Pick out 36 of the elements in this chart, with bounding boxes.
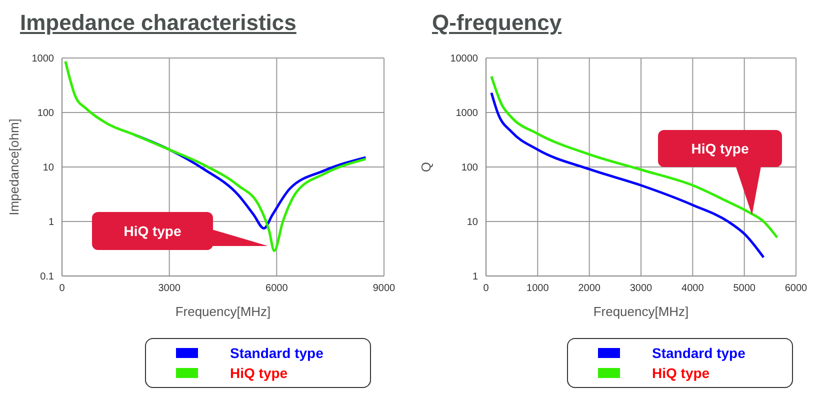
y-tick-label: 10 xyxy=(42,162,54,174)
y-axis-title: Impedance[ohm] xyxy=(6,118,22,216)
legend-label: Standard type xyxy=(652,345,746,361)
chart-title: Impedance characteristics xyxy=(20,10,296,36)
x-tick-label: 9000 xyxy=(372,283,396,294)
y-tick-label: 10000 xyxy=(450,54,478,65)
y-tick-label: 10 xyxy=(466,217,478,228)
y-tick-label: 0.1 xyxy=(40,272,54,283)
y-tick-label: 1 xyxy=(48,217,54,228)
x-axis-title: Frequency[MHz] xyxy=(175,304,271,319)
x-tick-label: 3000 xyxy=(158,283,181,294)
x-tick-label: 5000 xyxy=(733,283,756,294)
x-tick-label: 6000 xyxy=(784,283,808,294)
y-tick-label: 1000 xyxy=(32,54,54,65)
y-tick-label: 100 xyxy=(37,108,54,120)
x-tick-label: 1000 xyxy=(526,283,550,294)
x-tick-label: 0 xyxy=(483,283,490,294)
y-axis-title: Q xyxy=(418,162,434,172)
y-tick-label: 1000 xyxy=(456,108,478,120)
x-tick-label: 6000 xyxy=(266,283,288,294)
x-axis-title: Frequency[MHz] xyxy=(593,304,689,319)
legend-label: HiQ type xyxy=(652,365,710,381)
legend-label: Standard type xyxy=(230,345,324,361)
y-tick-label: 1 xyxy=(472,272,478,283)
x-tick-label: 3000 xyxy=(630,283,653,294)
x-tick-label: 2000 xyxy=(578,283,601,294)
annotation: HiQ type xyxy=(124,223,182,239)
x-tick-label: 4000 xyxy=(682,283,704,294)
annotation: HiQ type xyxy=(691,140,749,156)
line-series xyxy=(64,60,367,252)
x-tick-label: 0 xyxy=(59,283,66,294)
line-series xyxy=(490,92,765,259)
chart-title: Q-frequency xyxy=(432,10,562,36)
legend-label: HiQ type xyxy=(230,365,288,381)
line-series xyxy=(490,75,778,239)
y-tick-label: 100 xyxy=(461,162,478,174)
